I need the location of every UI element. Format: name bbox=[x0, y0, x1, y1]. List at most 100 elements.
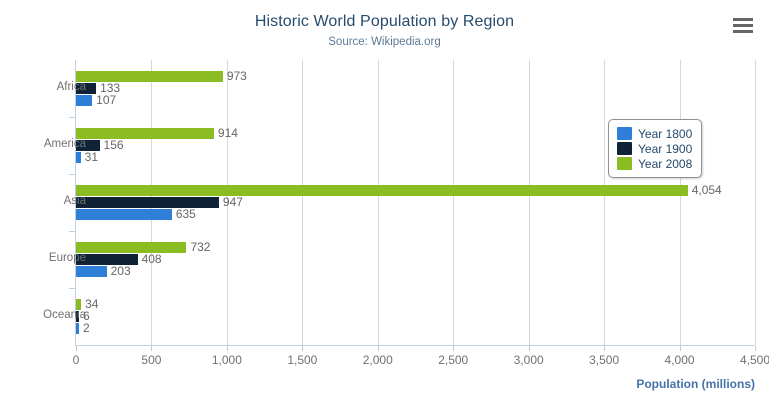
x-axis-tick-label: 4,000 bbox=[664, 353, 695, 367]
x-axis-tick-label: 1,000 bbox=[211, 353, 242, 367]
bar-value-label: 973 bbox=[226, 69, 247, 83]
x-axis-tick-label: 3,000 bbox=[513, 353, 544, 367]
category-label-oceania: Oceania bbox=[43, 308, 86, 321]
x-axis-tick bbox=[755, 346, 756, 351]
bar-asia-2008[interactable] bbox=[76, 185, 688, 196]
legend-item-year-1800[interactable]: Year 1800 bbox=[617, 126, 692, 141]
gridline bbox=[377, 60, 379, 345]
bar-value-label: 203 bbox=[110, 264, 131, 278]
category-label-europe: Europe bbox=[48, 251, 86, 264]
legend-label: Year 1800 bbox=[638, 126, 693, 141]
bar-row: 6 bbox=[76, 309, 755, 323]
bar-row: 203 bbox=[76, 264, 755, 278]
x-axis-line bbox=[75, 345, 755, 346]
legend-item-year-2008[interactable]: Year 2008 bbox=[617, 156, 692, 171]
chart-subtitle: Source: Wikipedia.org bbox=[328, 36, 441, 48]
bar-america-1800[interactable] bbox=[76, 152, 81, 163]
bar-europe-1900[interactable] bbox=[76, 254, 138, 265]
gridline bbox=[302, 60, 304, 345]
y-axis-line bbox=[75, 60, 76, 346]
x-axis-tick bbox=[679, 346, 681, 351]
x-axis-tick-label: 4,500 bbox=[739, 353, 769, 367]
bar-row: 31 bbox=[76, 150, 755, 164]
bar-value-label: 34 bbox=[85, 297, 99, 311]
bar-africa-2008[interactable] bbox=[76, 71, 223, 82]
legend-swatch-icon bbox=[617, 157, 632, 170]
bar-value-label: 947 bbox=[222, 195, 243, 209]
y-axis-tick bbox=[69, 231, 75, 232]
bar-value-label: 4,054 bbox=[691, 183, 722, 197]
bar-row: 973 bbox=[76, 69, 755, 83]
menu-bar-1 bbox=[733, 18, 753, 21]
category-label-asia: Asia bbox=[63, 194, 86, 207]
bar-row: 107 bbox=[76, 93, 755, 107]
bar-row: 4,054 bbox=[76, 183, 755, 197]
bar-row: 408 bbox=[76, 252, 755, 266]
gridline bbox=[604, 60, 606, 345]
y-axis-tick bbox=[69, 117, 75, 118]
bar-america-1900[interactable] bbox=[76, 140, 100, 151]
bar-value-label: 133 bbox=[100, 81, 121, 95]
gridline bbox=[226, 60, 228, 345]
bar-oceania-2008[interactable] bbox=[76, 299, 82, 310]
legend-swatch-icon bbox=[617, 142, 632, 155]
x-axis-tick bbox=[76, 346, 77, 351]
x-axis-tick bbox=[226, 346, 228, 351]
bar-asia-1800[interactable] bbox=[76, 209, 172, 220]
chart-legend: Year 1800 Year 1900 Year 2008 bbox=[608, 119, 703, 178]
bar-row: 947 bbox=[76, 195, 755, 209]
category-label-africa: Africa bbox=[56, 80, 86, 93]
x-axis-tick-label: 1,500 bbox=[287, 353, 318, 367]
x-axis-tick-label: 500 bbox=[141, 353, 162, 367]
bar-row: 34 bbox=[76, 297, 755, 311]
bar-oceania-1900[interactable] bbox=[76, 311, 79, 322]
bar-europe-1800[interactable] bbox=[76, 266, 107, 277]
x-axis-tick-label: 0 bbox=[72, 353, 80, 367]
bar-value-label: 732 bbox=[190, 240, 211, 254]
bar-oceania-1800[interactable] bbox=[76, 323, 79, 334]
bar-row: 914 bbox=[76, 126, 755, 140]
x-axis-tick-label: 2,500 bbox=[438, 353, 469, 367]
bar-africa-1900[interactable] bbox=[76, 83, 97, 94]
y-axis-tick bbox=[69, 174, 75, 175]
bar-value-label: 2 bbox=[83, 321, 90, 335]
bar-row: 732 bbox=[76, 240, 755, 254]
bar-asia-1900[interactable] bbox=[76, 197, 219, 208]
bar-row: 635 bbox=[76, 207, 755, 221]
bar-row: 2 bbox=[76, 321, 755, 335]
menu-bar-2 bbox=[733, 24, 753, 27]
menu-bar-3 bbox=[733, 30, 753, 33]
plot-area: 973 133 107 914 156 31 4,054 947 635 732 408 203 34 6… bbox=[76, 60, 756, 345]
bar-row: 156 bbox=[76, 138, 755, 152]
x-axis-tick bbox=[302, 346, 304, 351]
legend-item-year-1900[interactable]: Year 1900 bbox=[617, 141, 692, 156]
hamburger-menu-icon[interactable] bbox=[730, 14, 756, 36]
x-axis-tick bbox=[377, 346, 379, 351]
bar-america-2008[interactable] bbox=[76, 128, 214, 139]
legend-label: Year 2008 bbox=[638, 156, 693, 171]
x-axis-tick bbox=[151, 346, 153, 351]
x-axis-tick-label: 2,000 bbox=[362, 353, 393, 367]
bar-value-label: 6 bbox=[83, 309, 90, 323]
bar-value-label: 31 bbox=[84, 150, 99, 164]
bar-value-label: 156 bbox=[103, 138, 124, 152]
bar-row: 133 bbox=[76, 81, 755, 95]
bar-africa-1800[interactable] bbox=[76, 95, 93, 106]
x-axis-tick bbox=[453, 346, 455, 351]
x-axis-title: Population (millions) bbox=[636, 377, 755, 391]
gridline bbox=[679, 60, 681, 345]
legend-swatch-icon bbox=[617, 127, 632, 140]
x-axis-tick bbox=[604, 346, 606, 351]
legend-label: Year 1900 bbox=[638, 141, 693, 156]
x-axis-tick-label: 3,500 bbox=[589, 353, 620, 367]
bar-value-label: 635 bbox=[175, 207, 196, 221]
gridline bbox=[453, 60, 455, 345]
x-axis-tick bbox=[528, 346, 530, 351]
bar-value-label: 408 bbox=[141, 252, 162, 266]
bar-value-label: 914 bbox=[217, 126, 238, 140]
chart-title: Historic World Population by Region bbox=[254, 13, 515, 30]
bar-europe-2008[interactable] bbox=[76, 242, 187, 253]
category-label-america: America bbox=[43, 137, 86, 150]
gridline bbox=[528, 60, 530, 345]
